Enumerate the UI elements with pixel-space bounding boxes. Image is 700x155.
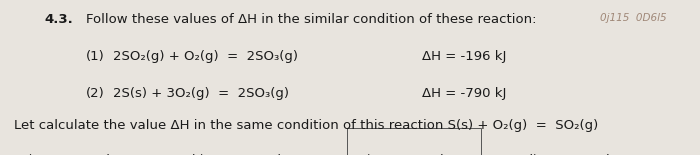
Text: 2SO₂(g) + O₂(g)  =  2SO₃(g): 2SO₂(g) + O₂(g) = 2SO₃(g) [113, 50, 298, 63]
Text: Let calculate the value ΔH in the same condition of this reaction S(s) + O₂(g)  : Let calculate the value ΔH in the same c… [14, 119, 598, 132]
Text: 2S(s) + 3O₂(g)  =  2SO₃(g): 2S(s) + 3O₂(g) = 2SO₃(g) [113, 87, 289, 100]
Text: c) ΔH = 594 kJ: c) ΔH = 594 kJ [360, 154, 452, 155]
Text: b) ΔH = -297 kJ: b) ΔH = -297 kJ [193, 154, 288, 155]
Text: a) ΔH = -594 kJ: a) ΔH = -594 kJ [21, 154, 117, 155]
Text: Follow these values of ΔH in the similar condition of these reaction:: Follow these values of ΔH in the similar… [86, 13, 536, 26]
Text: ΔH = -196 kJ: ΔH = -196 kJ [422, 50, 506, 63]
Text: ΔH = -790 kJ: ΔH = -790 kJ [422, 87, 506, 100]
Text: d) ΔH = 297 kJ: d) ΔH = 297 kJ [525, 154, 617, 155]
Text: 0j115  0D6l5: 0j115 0D6l5 [601, 13, 667, 23]
Text: (1): (1) [86, 50, 104, 63]
Text: 4.3.: 4.3. [45, 13, 74, 26]
Text: (2): (2) [86, 87, 104, 100]
